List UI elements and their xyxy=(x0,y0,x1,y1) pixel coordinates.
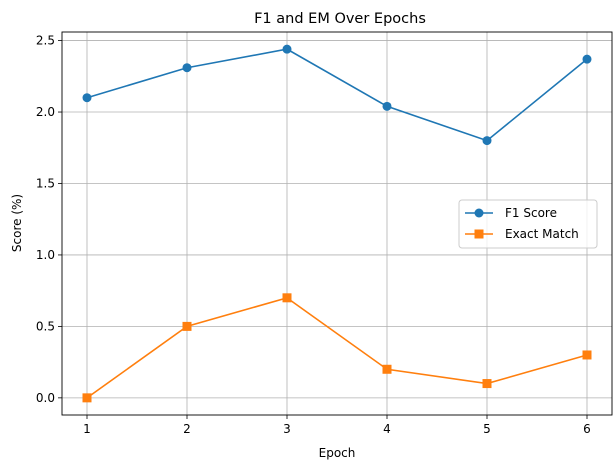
exact-match-data-point xyxy=(382,364,392,374)
exact-match-data-point xyxy=(482,379,492,389)
y-tick-label: 1.5 xyxy=(36,176,55,190)
exact-match-data-point xyxy=(282,293,292,303)
f1-score-data-point xyxy=(282,44,292,54)
y-axis-title: Score (%) xyxy=(10,194,24,252)
x-axis: 1 2 3 4 5 6 xyxy=(83,415,591,436)
series-lines xyxy=(82,44,592,403)
exact-match-series-line xyxy=(86,296,588,399)
f1-score-data-point xyxy=(482,136,492,146)
legend-em-marker xyxy=(474,229,484,239)
x-tick-label: 4 xyxy=(383,422,391,436)
x-axis-title: Epoch xyxy=(319,446,356,460)
y-tick-label: 2.0 xyxy=(36,105,55,119)
f1-score-data-point xyxy=(382,101,392,111)
legend: F1 Score Exact Match xyxy=(458,199,598,249)
f1-score-data-point xyxy=(82,93,92,103)
y-tick-label: 0.0 xyxy=(36,391,55,405)
x-tick-label: 5 xyxy=(483,422,491,436)
legend-box xyxy=(458,199,598,249)
y-axis: 0.0 0.5 1.0 1.5 2.0 2.5 xyxy=(36,34,62,405)
exact-match-data-point xyxy=(82,393,92,403)
exact-match-data-point xyxy=(582,350,592,360)
gridlines xyxy=(62,32,612,415)
x-tick-label: 2 xyxy=(183,422,191,436)
exact-match-data-point xyxy=(182,321,192,331)
chart-title: F1 and EM Over Epochs xyxy=(254,11,426,27)
legend-f1-marker xyxy=(474,208,484,218)
x-tick-label: 3 xyxy=(283,422,291,436)
y-tick-label: 0.5 xyxy=(36,319,55,333)
y-tick-label: 1.0 xyxy=(36,248,55,262)
x-tick-label: 6 xyxy=(583,422,591,436)
f1-score-data-point xyxy=(182,63,192,73)
f1-score-data-point xyxy=(582,54,592,64)
x-tick-label: 1 xyxy=(83,422,91,436)
y-tick-label: 2.5 xyxy=(36,34,55,48)
plot-frame xyxy=(61,31,613,416)
legend-f1-label: F1 Score xyxy=(505,206,557,220)
f1-score-series-line xyxy=(86,48,588,142)
legend-em-label: Exact Match xyxy=(505,227,579,241)
